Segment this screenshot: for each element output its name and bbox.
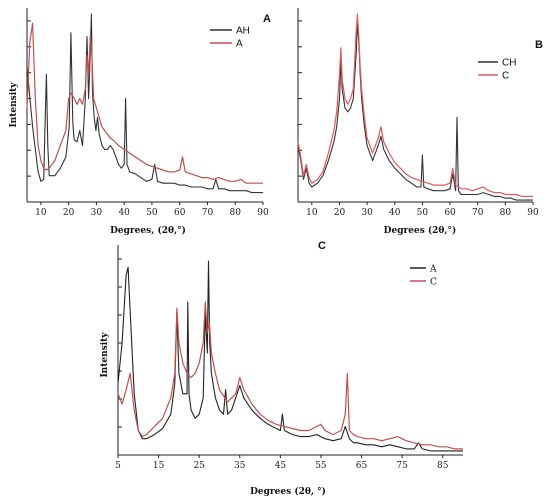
panel-a-x-tick-label-80: 80 [230, 208, 242, 218]
panel-b-x-tick-label-80: 80 [500, 208, 512, 218]
panel-a-series-ah-line [26, 13, 263, 194]
panel-b-series-ch-line [297, 22, 533, 201]
panel-a-x-tick-label-70: 70 [202, 208, 214, 218]
panel-c-x-tick-label-75: 75 [396, 461, 408, 471]
panel-c-x-tick-label-85: 85 [437, 461, 449, 471]
panel-c-series-c-line [117, 301, 463, 450]
panel-a-ylabel: Intensity [9, 82, 19, 128]
panel-b: B Degrees (2θ,°) 10 20 30 40 50 60 70 80 90 CH C [297, 8, 543, 236]
panel-c-x-tick-label-45: 45 [275, 461, 287, 471]
panel-c-x-tick-label-35: 35 [234, 461, 246, 471]
panel-b-xlabel: Degrees (2θ,°) [384, 225, 457, 236]
panel-a-x-tick-label-20: 20 [63, 208, 75, 218]
panel-b-x-tick-label-50: 50 [417, 208, 429, 218]
panel-b-legend-label-c: C [502, 71, 509, 82]
panel-a-label: A [263, 13, 271, 25]
panel-c: C Intensity Degrees (2θ, °) 5 15 25 35 45 55 6… [100, 240, 463, 497]
panel-c-x-tick-label-65: 65 [356, 461, 368, 471]
panel-b-x-tick-label-10: 10 [306, 208, 318, 218]
panel-a: A Intensity Degrees, (2θ,°) 10 20 30 40 50 60… [9, 8, 271, 236]
panel-c-xlabel: Degrees (2θ, °) [250, 486, 326, 497]
panel-c-legend-label-c: C [430, 278, 437, 288]
panel-b-x-tick-label-20: 20 [334, 208, 346, 218]
panel-a-x-tick-label-90: 90 [257, 208, 269, 218]
panel-a-x-tick-label-40: 40 [118, 208, 130, 218]
panel-a-x-tick-label-50: 50 [146, 208, 158, 218]
panel-c-legend-label-a: A [429, 265, 437, 275]
panel-a-x-tick-label-60: 60 [174, 208, 186, 218]
panel-a-legend-label-a: A [236, 39, 243, 50]
panel-b-x-tick-label-90: 90 [527, 208, 539, 218]
panel-c-ylabel: Intensity [100, 332, 110, 378]
panel-c-label: C [318, 240, 326, 252]
panel-c-x-tick-label-25: 25 [193, 461, 205, 471]
panel-b-series-c-line [297, 13, 533, 197]
panel-c-x-tick-label-55: 55 [315, 461, 327, 471]
panel-b-x-tick-label-60: 60 [444, 208, 456, 218]
panel-a-legend-label-ah: AH [236, 26, 250, 37]
panel-c-series-a-line [117, 260, 463, 452]
panel-c-x-tick-label-5: 5 [115, 461, 121, 471]
panel-a-series-a-line [26, 22, 263, 184]
panel-b-label: B [535, 39, 543, 51]
panel-b-x-tick-label-70: 70 [472, 208, 484, 218]
panel-a-x-tick-label-10: 10 [35, 208, 47, 218]
panel-b-x-tick-label-30: 30 [361, 208, 373, 218]
panel-a-xlabel: Degrees, (2θ,°) [110, 225, 186, 236]
panel-c-x-tick-label-15: 15 [153, 461, 165, 471]
panel-a-x-tick-label-30: 30 [91, 208, 103, 218]
panel-b-x-tick-label-40: 40 [389, 208, 401, 218]
panel-b-legend-label-ch: CH [502, 58, 516, 69]
